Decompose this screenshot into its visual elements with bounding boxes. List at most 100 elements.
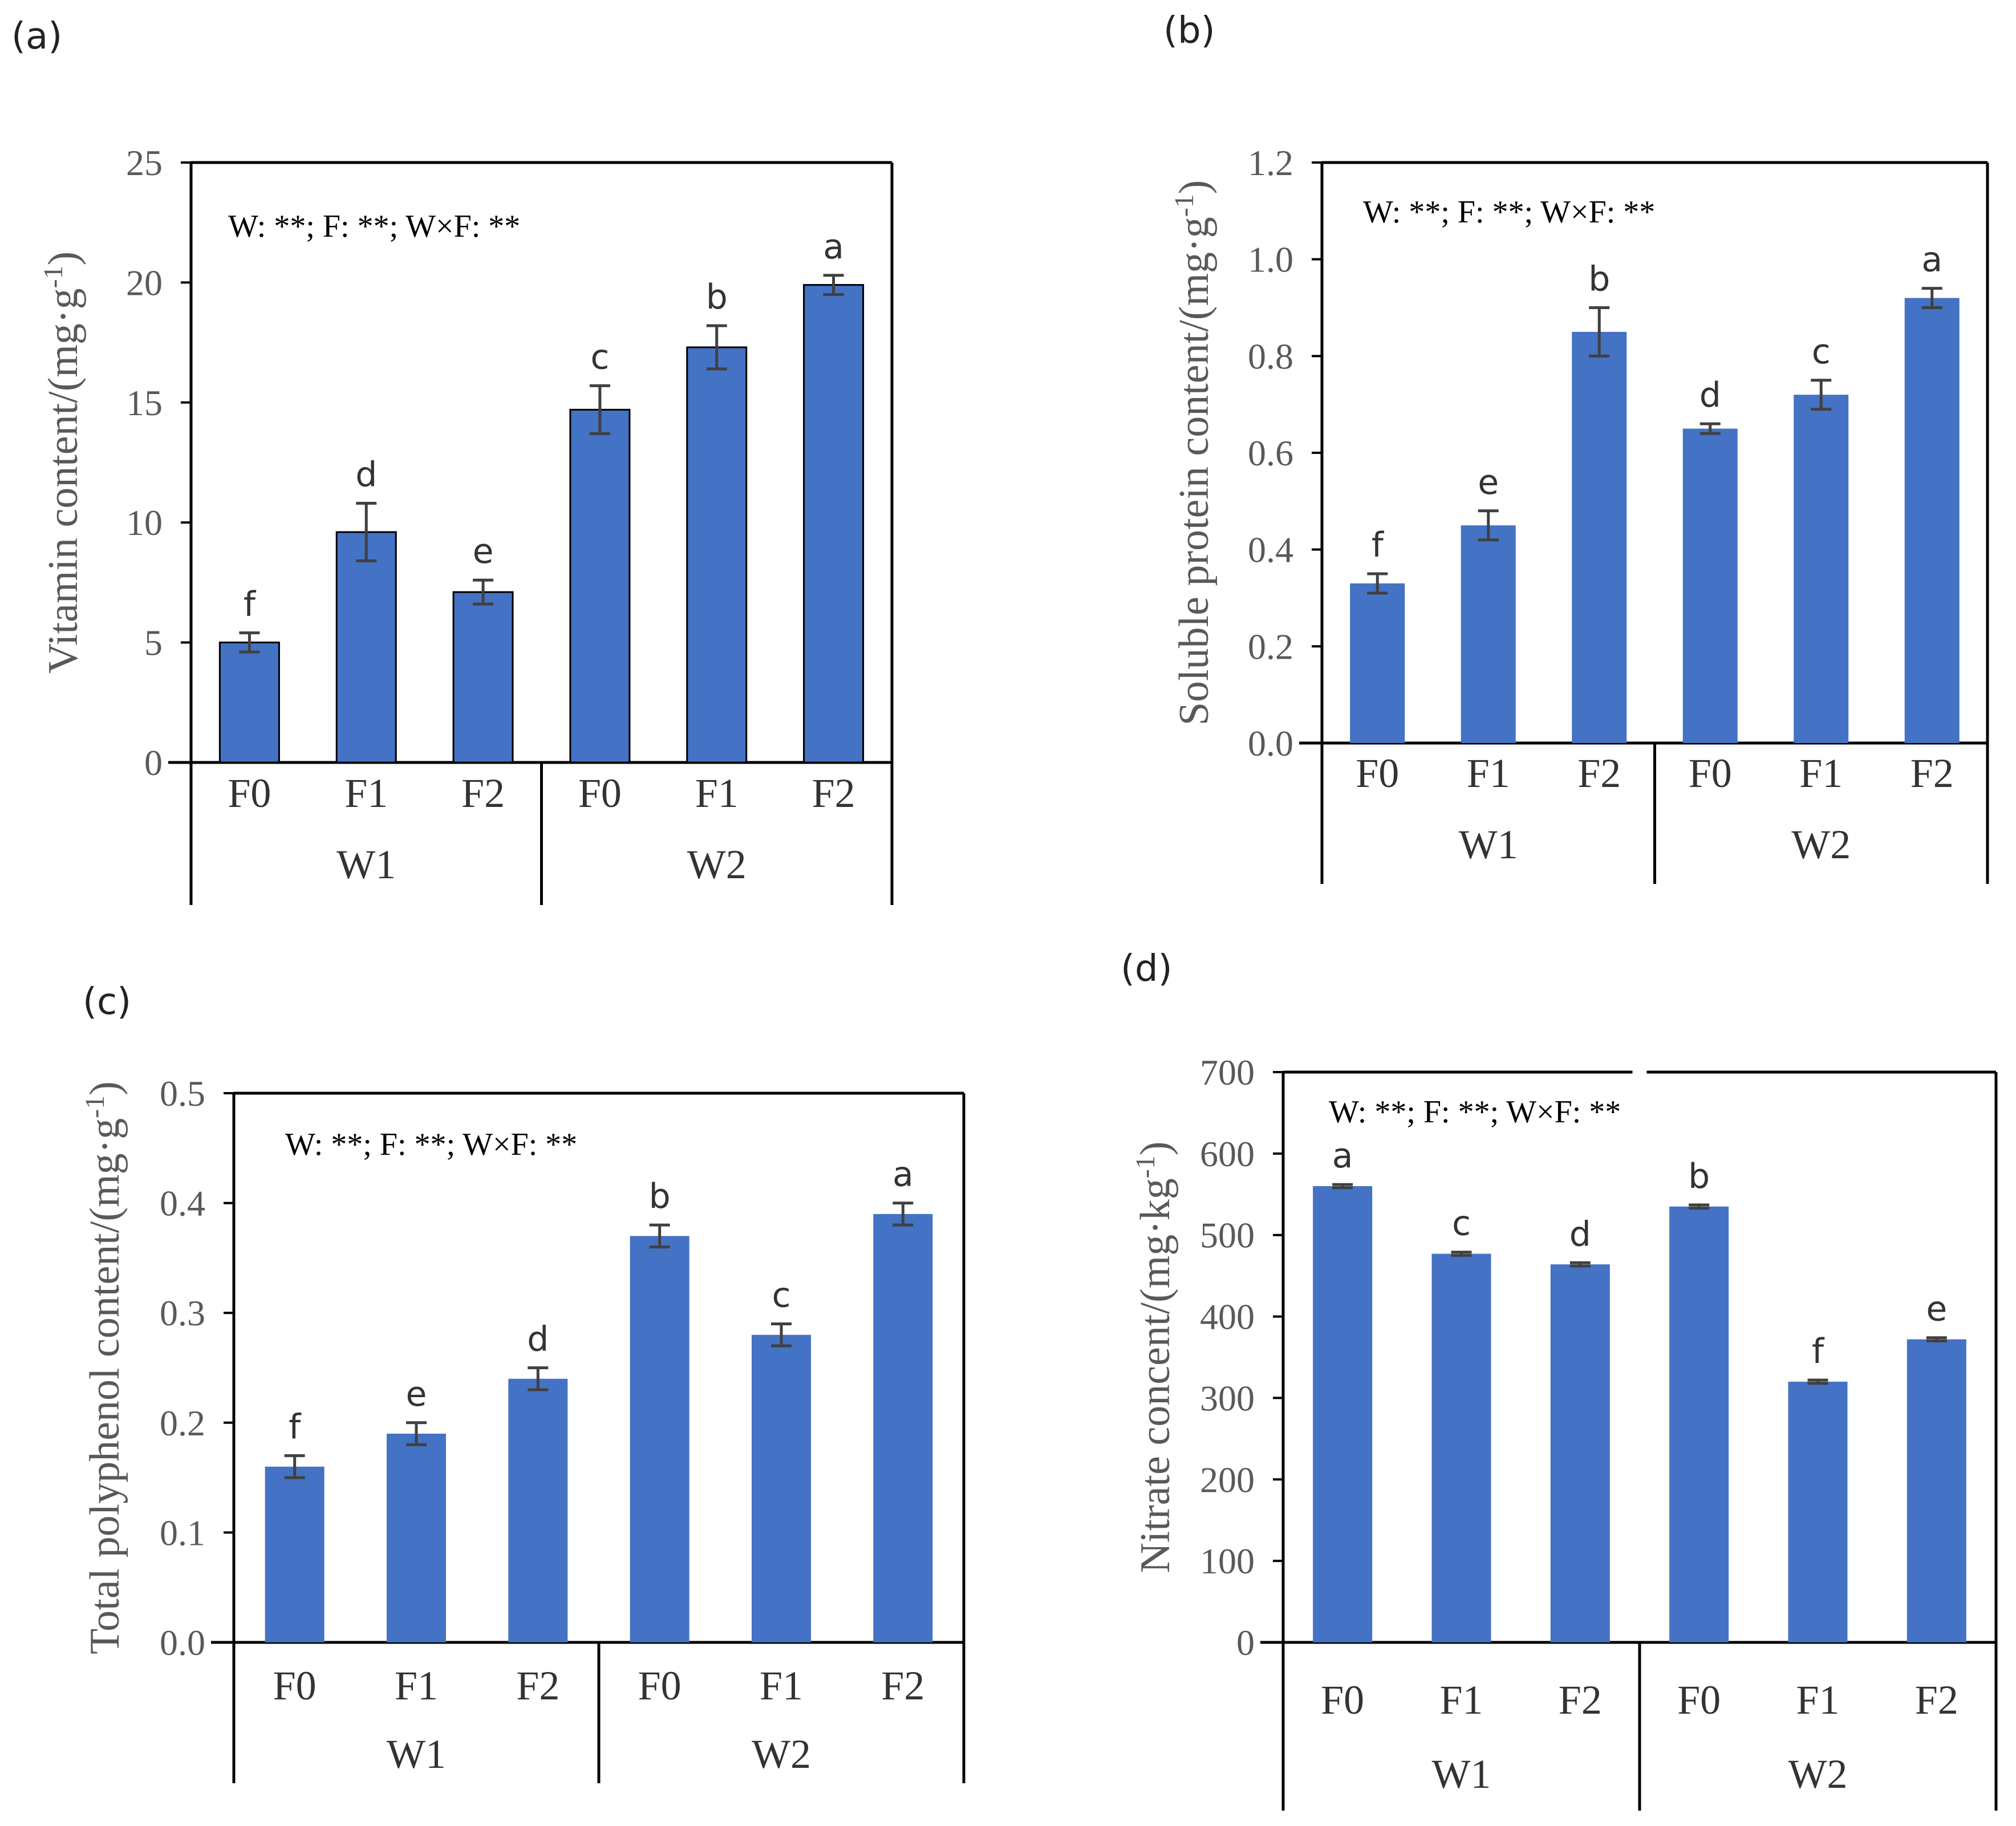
significance-letter: d xyxy=(355,455,377,495)
error-bar xyxy=(1811,379,1832,411)
y-tick-label: 0.5 xyxy=(160,1073,205,1114)
error-bar xyxy=(356,502,377,563)
y-axis-title-end: ) xyxy=(1171,180,1218,194)
y-axis-title: Soluble protein content/(mg·g-1) xyxy=(1169,180,1218,726)
y-ticks: 0 100 200 300 400 500 600 700 Nitrate concent/(m… xyxy=(1130,1052,1283,1663)
bar-W2-F1 xyxy=(1794,395,1849,743)
significance-letter: b xyxy=(1688,1157,1710,1196)
significance-letter: f xyxy=(1812,1332,1825,1371)
y-tick-label: 0.3 xyxy=(160,1293,205,1333)
y-tick-label: 0.4 xyxy=(1248,530,1293,570)
bar-W1-F0 xyxy=(1313,1186,1373,1642)
x-group-label: W1 xyxy=(336,842,396,887)
error-bar xyxy=(239,631,260,654)
x-category-labels: F0 F1 F2 F0 F1 F2 xyxy=(228,770,855,816)
error-bar xyxy=(1807,1378,1828,1385)
y-tick-label: 700 xyxy=(1200,1052,1255,1093)
x-category-label: F0 xyxy=(1689,750,1732,796)
significance-annotation: W: **; F: **; W×F: ** xyxy=(1329,1094,1621,1130)
y-axis-title: Vitamin content/(mg·g-1) xyxy=(38,251,87,673)
error-bar xyxy=(406,1421,427,1446)
bar-W2-F1 xyxy=(752,1334,811,1642)
y-axis-title-end: ) xyxy=(1132,1141,1179,1155)
error-bar xyxy=(1689,1203,1710,1210)
significance-letter: d xyxy=(1699,375,1721,415)
y-axis-title-main: Soluble protein content/(mg·g xyxy=(1171,217,1218,725)
significance-letter: f xyxy=(289,1407,302,1447)
y-tick-label: 500 xyxy=(1200,1215,1255,1256)
x-group-label: W1 xyxy=(1432,1751,1491,1797)
y-axis-title-sup: -1 xyxy=(1169,194,1199,217)
bar-W1-F1 xyxy=(1461,525,1516,743)
bar-W1-F1 xyxy=(1431,1253,1491,1642)
x-category-labels: F0 F1 F2 F0 F1 F2 xyxy=(273,1663,925,1709)
bar-W1-F0 xyxy=(265,1466,324,1642)
x-group-label: W2 xyxy=(1788,1751,1848,1797)
y-tick-label: 10 xyxy=(126,502,163,543)
significance-letter: a xyxy=(1332,1136,1353,1176)
plot-frame xyxy=(168,161,894,764)
x-category-label: F0 xyxy=(273,1663,317,1709)
y-tick-label: 0 xyxy=(1236,1622,1255,1663)
x-category-label: F0 xyxy=(228,770,271,816)
bar-W1-F0 xyxy=(218,642,280,764)
significance-annotation: W: **; F: **; W×F: ** xyxy=(228,209,520,244)
error-bar xyxy=(1926,1336,1947,1342)
y-tick-label: 1.0 xyxy=(1248,240,1293,280)
x-category-label: F1 xyxy=(344,770,388,816)
bar-W2-F0 xyxy=(569,408,631,764)
y-tick-label: 600 xyxy=(1200,1134,1255,1174)
error-bar xyxy=(1367,572,1388,595)
y-tick-label: 100 xyxy=(1200,1541,1255,1581)
significance-annotation: W: **; F: **; W×F: ** xyxy=(1363,194,1655,230)
y-axis-title-sup: -1 xyxy=(38,265,68,288)
y-axis-title-main: Total polyphenol content/(mg·g xyxy=(82,1118,128,1654)
significance-letter: c xyxy=(590,337,609,377)
y-ticks: 0 5 10 15 20 25 Vitamin content/(mg·g-1) xyxy=(38,143,191,783)
bar-W1-F1 xyxy=(335,531,397,764)
y-tick-label: 0.6 xyxy=(1248,433,1293,473)
x-category-label: F2 xyxy=(461,770,505,816)
y-tick-label: 400 xyxy=(1200,1297,1255,1337)
panel-label: (a) xyxy=(11,15,62,58)
significance-letter: c xyxy=(772,1275,791,1315)
y-axis-title-sup: -1 xyxy=(1130,1155,1161,1178)
y-ticks: 0.0 0.2 0.4 0.6 0.8 1.0 1.2 Soluble protein con… xyxy=(1169,143,1322,764)
x-category-label: F2 xyxy=(1577,750,1621,796)
bar-W2-F0 xyxy=(1682,428,1738,743)
y-axis-title-end: ) xyxy=(82,1081,128,1095)
significance-letter: d xyxy=(1569,1214,1591,1254)
y-tick-label: 15 xyxy=(126,383,163,423)
significance-letter: f xyxy=(244,585,257,624)
bars: f e b d c a xyxy=(1350,240,1960,743)
significance-letter: a xyxy=(1921,240,1942,280)
x-category-label: F0 xyxy=(1321,1677,1364,1723)
bars: a c d b f e xyxy=(1313,1136,1966,1642)
x-category-label: F1 xyxy=(1439,1677,1483,1723)
x-category-label: F0 xyxy=(1677,1677,1721,1723)
y-tick-label: 0 xyxy=(144,742,163,783)
significance-letter: c xyxy=(1812,332,1831,372)
panel-label: (c) xyxy=(83,981,131,1023)
x-group-label: W2 xyxy=(687,842,747,887)
x-category-label: F1 xyxy=(1799,750,1843,796)
significance-letter: a xyxy=(893,1155,914,1195)
y-tick-label: 5 xyxy=(144,623,163,663)
x-category-label: F1 xyxy=(1796,1677,1839,1723)
significance-letter: e xyxy=(1926,1289,1947,1329)
panel-b: (b) 0.0 0.2 0.4 0.6 0.8 1.0 1.2 Soluble protein … xyxy=(1163,10,1989,884)
x-group-label: W2 xyxy=(752,1731,811,1777)
bar-W1-F1 xyxy=(387,1434,446,1642)
x-category-label: F1 xyxy=(395,1663,438,1709)
bars: f d e c b a xyxy=(218,227,865,764)
error-bar xyxy=(284,1454,305,1479)
y-tick-label: 0.4 xyxy=(160,1183,205,1224)
y-axis-title: Nitrate concent/(mg·kg-1) xyxy=(1130,1141,1179,1573)
x-category-label: F1 xyxy=(1467,750,1510,796)
significance-letter: e xyxy=(473,531,494,571)
panel-d: (d) 0 100 200 300 400 500 600 700 Nitrate concent… xyxy=(1121,948,1998,1811)
bar-W2-F2 xyxy=(803,284,865,764)
significance-letter: e xyxy=(406,1374,427,1414)
error-bar xyxy=(706,324,727,371)
